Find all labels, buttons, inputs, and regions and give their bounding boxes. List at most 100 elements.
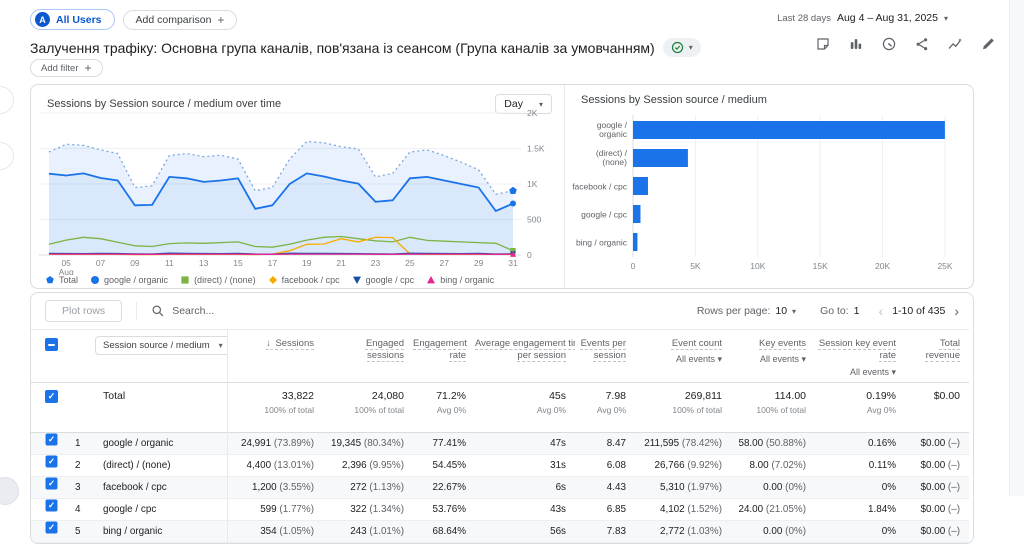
add-comparison-label: Add comparison xyxy=(135,13,212,26)
square-marker-icon xyxy=(181,276,189,284)
metric-cell: $0.00 (–) xyxy=(920,438,960,449)
row-checkbox[interactable] xyxy=(45,477,58,490)
granularity-select[interactable]: Day ▾ xyxy=(495,94,552,114)
total-metric-cell: 24,080 100% of total xyxy=(323,383,413,433)
add-filter-label: Add filter xyxy=(41,62,79,74)
svg-text:07: 07 xyxy=(96,258,106,268)
column-header[interactable]: ↓ Sessions xyxy=(227,330,323,383)
total-subtext: Avg 0% xyxy=(866,405,896,415)
search-input[interactable]: Search... xyxy=(172,305,215,317)
all-users-chip[interactable]: A All Users xyxy=(30,9,115,30)
metric-percent: (–) xyxy=(945,526,960,537)
column-header[interactable]: Total revenue xyxy=(905,330,969,383)
plot-rows-button[interactable]: Plot rows xyxy=(45,300,123,322)
column-header[interactable]: Event count All events ▾ xyxy=(635,330,731,383)
svg-text:29: 29 xyxy=(474,258,484,268)
row-checkbox[interactable] xyxy=(45,455,58,468)
divider xyxy=(136,302,138,320)
line-chart-title: Sessions by Session source / medium over… xyxy=(47,98,282,110)
bar-(direct) / (none)[interactable] xyxy=(633,149,688,167)
column-header-label: Average engagement timeper session xyxy=(475,338,575,362)
bar-facebook / cpc[interactable] xyxy=(633,177,648,195)
metric-percent: (–) xyxy=(945,482,960,493)
svg-text:2K: 2K xyxy=(527,108,538,118)
metric-cell: $0.00 (–) xyxy=(920,526,960,537)
column-header-label: Key events xyxy=(759,338,806,349)
date-range-picker[interactable]: Last 28 days Aug 4 – Aug 31, 2025 ▾ xyxy=(777,12,948,24)
add-filter-chip[interactable]: Add filter + xyxy=(30,59,103,77)
metric-cell: 6.85 xyxy=(606,504,626,515)
sessions-by-source-chart[interactable]: 0 5K 10K 15K 20K 25K google /organic (direct) /… xyxy=(569,111,967,275)
pagination-status: 1-10 of 435 xyxy=(892,305,946,317)
column-filter-select[interactable]: All events ▾ xyxy=(759,354,806,365)
legend-item[interactable]: Total xyxy=(45,275,78,285)
row-checkbox[interactable] xyxy=(45,390,58,403)
legend-item[interactable]: google / cpc xyxy=(352,275,414,285)
column-filter-select[interactable]: All events ▾ xyxy=(675,354,722,365)
column-filter-select[interactable]: All events ▾ xyxy=(849,366,896,377)
column-header[interactable]: Session key event rate All events ▾ xyxy=(815,330,905,383)
column-header[interactable]: Key events All events ▾ xyxy=(731,330,815,383)
row-checkbox[interactable] xyxy=(45,499,58,512)
svg-text:5K: 5K xyxy=(690,261,701,271)
metric-percent: (1.34%) xyxy=(366,504,404,515)
table-toolbar: Plot rows Search... Rows per page: 10 ▾ … xyxy=(31,293,973,326)
legend-item[interactable]: (direct) / (none) xyxy=(180,275,256,285)
edge-nav-circle xyxy=(0,142,14,170)
dimension-select-value: Session source / medium xyxy=(103,340,210,351)
goto-input[interactable]: 1 xyxy=(853,305,860,317)
metric-cell: 211,595 (78.42%) xyxy=(644,438,722,449)
total-value: 45s xyxy=(549,390,566,402)
legend-item[interactable]: google / organic xyxy=(90,275,168,285)
row-checkbox[interactable] xyxy=(45,433,58,446)
add-comparison-chip[interactable]: Add comparison + xyxy=(122,9,238,30)
column-header[interactable]: Events per session xyxy=(575,330,635,383)
metric-cell: 8.00 (7.02%) xyxy=(749,460,806,471)
insights-icon[interactable] xyxy=(947,36,963,52)
scrollbar[interactable] xyxy=(1009,0,1024,496)
note-icon[interactable] xyxy=(815,36,831,52)
table-row: 3 facebook / cpc 1,200 (3.55%) 272 (1.13%) 2… xyxy=(31,476,969,499)
column-header-label: Session key event rate xyxy=(818,338,896,362)
share-icon[interactable] xyxy=(914,36,930,52)
metric-cell: 0.00 (0%) xyxy=(763,482,806,493)
next-page-icon[interactable]: › xyxy=(954,303,959,319)
metric-cell: 0.00 (0%) xyxy=(763,526,806,537)
metric-percent: (1.13%) xyxy=(366,482,404,493)
chevron-down-icon[interactable]: ▾ xyxy=(792,306,797,316)
legend-item[interactable]: bing / organic xyxy=(426,275,494,285)
metric-cell: 5,310 (1.97%) xyxy=(659,482,722,493)
metric-cell: 58.00 (50.88%) xyxy=(738,438,806,449)
edit-icon[interactable] xyxy=(980,36,996,52)
bar-columns-icon[interactable] xyxy=(848,36,864,52)
table-row: 2 (direct) / (none) 4,400 (13.01%) 2,396 (9… xyxy=(31,454,969,477)
previous-page-icon[interactable]: ‹ xyxy=(878,303,884,319)
bar-google / organic[interactable] xyxy=(633,121,945,139)
svg-text:1K: 1K xyxy=(527,179,538,189)
bar-google / cpc[interactable] xyxy=(633,205,641,223)
topbar: A All Users Add comparison + xyxy=(30,9,238,30)
bar-bing / organic[interactable] xyxy=(633,233,638,251)
metric-cell: 0.11% xyxy=(868,460,896,471)
row-checkbox[interactable] xyxy=(45,521,58,534)
column-header-label: Total revenue xyxy=(925,338,960,362)
svg-text:21: 21 xyxy=(336,258,346,268)
column-header[interactable]: Engaged sessions xyxy=(323,330,413,383)
metric-cell: 19,345 (80.34%) xyxy=(330,438,404,449)
table-header-row: Session source / medium▾+↓ SessionsEngag… xyxy=(31,329,969,383)
select-all-checkbox[interactable] xyxy=(45,338,58,351)
legend-item[interactable]: facebook / cpc xyxy=(268,275,340,285)
report-actions xyxy=(815,36,996,52)
metric-percent: (7.02%) xyxy=(768,460,806,471)
dimension-select[interactable]: Session source / medium ▾ xyxy=(95,336,226,355)
column-header[interactable]: Average engagement timeper session xyxy=(475,330,575,383)
data-quality-icon[interactable] xyxy=(881,36,897,52)
data-quality-badge[interactable]: ▾ xyxy=(662,38,701,57)
metric-percent: (73.89%) xyxy=(271,438,314,449)
metric-cell: 43s xyxy=(550,504,566,515)
rows-per-page-value[interactable]: 10 xyxy=(775,305,788,317)
metric-cell: 7.83 xyxy=(606,526,626,537)
column-header[interactable]: Engagement rate xyxy=(413,330,475,383)
audience-icon: A xyxy=(35,12,50,27)
